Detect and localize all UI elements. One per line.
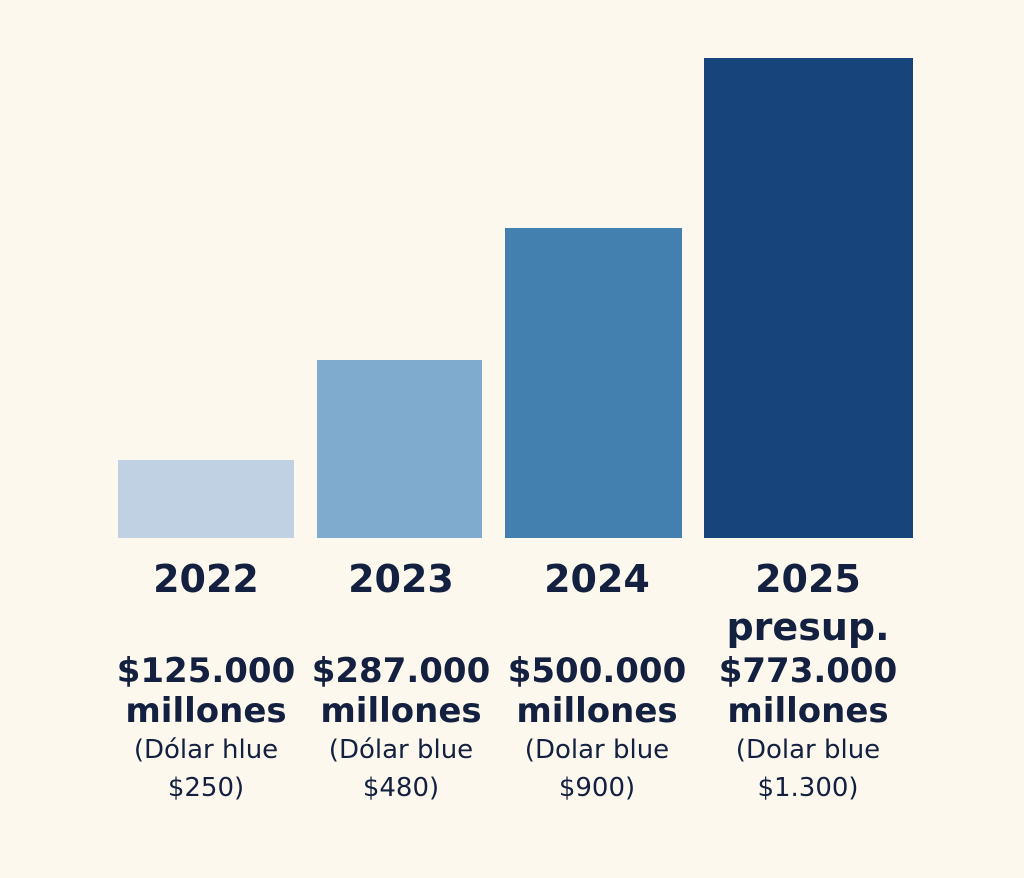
value-label: $773.000 (718, 651, 898, 691)
year-label: 2022 (153, 557, 259, 601)
fx-value: $480) (362, 773, 440, 803)
bar-2023 (317, 360, 482, 538)
year-note (296, 603, 506, 651)
year-note: presup. (726, 605, 890, 649)
fx-label: (Dolar blue (735, 735, 881, 765)
label-block-2024: 2024 $500.000 millones (Dolar blue $900) (492, 555, 702, 807)
year-label: 2023 (348, 557, 454, 601)
fx-label: (Dolar blue (524, 735, 670, 765)
value-label: $500.000 (507, 651, 687, 691)
bar-2022 (118, 460, 294, 538)
bar-2025 (704, 58, 913, 538)
fx-value: $1.300) (757, 773, 859, 803)
year-note (101, 603, 311, 651)
fx-label: (Dólar hlue (133, 735, 279, 765)
unit-label: millones (320, 691, 482, 731)
unit-label: millones (727, 691, 889, 731)
label-block-2022: 2022 $125.000 millones (Dólar hlue $250) (101, 555, 311, 807)
value-label: $287.000 (311, 651, 491, 691)
label-block-2025: 2025 presup. $773.000 millones (Dolar blue $1… (703, 555, 913, 807)
value-label: $125.000 (116, 651, 296, 691)
fx-value: $250) (167, 773, 245, 803)
year-label: 2025 (755, 557, 861, 601)
unit-label: millones (516, 691, 678, 731)
fx-label: (Dólar blue (328, 735, 474, 765)
label-block-2023: 2023 $287.000 millones (Dólar blue $480) (296, 555, 506, 807)
bar-2024 (505, 228, 682, 538)
fx-value: $900) (558, 773, 636, 803)
year-label: 2024 (544, 557, 650, 601)
unit-label: millones (125, 691, 287, 731)
year-note (492, 603, 702, 651)
